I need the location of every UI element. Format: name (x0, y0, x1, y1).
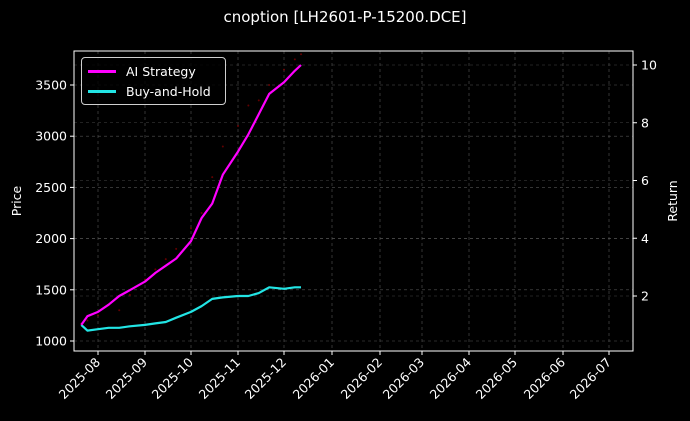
price-point (190, 227, 192, 230)
x-tick-label: 2026-05 (473, 355, 521, 403)
price-point (268, 84, 271, 86)
y-tick-label-right: 10 (641, 58, 657, 73)
x-tick-label: 2026-07 (567, 355, 615, 403)
price-point (247, 104, 250, 107)
legend-item-buy-and-hold: Buy-and-Hold (88, 82, 211, 100)
y-tick-label-left: 1500 (35, 282, 67, 297)
legend-swatch-buy-and-hold (88, 89, 116, 93)
y-axis-label-left: Price (9, 185, 24, 216)
price-point (237, 124, 239, 127)
price-point (154, 268, 157, 271)
price-point (175, 247, 178, 250)
price-point (293, 58, 296, 61)
y-tick-label-left: 2500 (35, 180, 67, 195)
price-point (200, 212, 203, 214)
price-point (164, 258, 167, 261)
x-tick-label: 2026-03 (380, 355, 428, 403)
series-line-buy-and-hold (80, 286, 301, 332)
x-tick-label: 2026-01 (290, 355, 338, 403)
x-tick-label: 2026-06 (521, 354, 569, 402)
price-point (128, 293, 131, 296)
y-tick-label-right: 8 (641, 115, 649, 130)
chart-title: cnoption [LH2601-P-15200.DCE] (223, 8, 467, 26)
price-point (211, 176, 214, 179)
x-tick-label: 2025-12 (242, 355, 290, 403)
price-point (283, 68, 285, 71)
legend-label-buy-and-hold: Buy-and-Hold (126, 83, 211, 99)
y-tick-label-left: 2000 (35, 231, 67, 246)
series-line-ai-strategy (80, 64, 302, 326)
y-tick-label-left: 3500 (35, 78, 67, 93)
y-tick-label-left: 1000 (35, 334, 67, 349)
x-tick-label: 2025-11 (196, 355, 244, 403)
chart-legend: AI Strategy Buy-and-Hold (81, 57, 226, 105)
x-tick-label: 2026-04 (427, 354, 475, 402)
x-tick-label: 2026-02 (338, 355, 386, 403)
x-tick-label: 2025-10 (149, 354, 197, 402)
y-axis-label-right: Return (665, 180, 680, 221)
price-point (97, 314, 99, 317)
y-tick-label-right: 2 (641, 289, 649, 304)
legend-swatch-ai-strategy (88, 69, 116, 73)
price-point (221, 145, 224, 148)
plot-frame (73, 50, 634, 352)
x-tick-label: 2025-09 (103, 354, 151, 402)
legend-item-ai-strategy: AI Strategy (88, 62, 196, 80)
price-point (86, 319, 89, 322)
y-tick-label-right: 4 (641, 231, 649, 246)
x-tick-label: 2025-08 (56, 354, 104, 402)
price-point (118, 309, 121, 312)
price-point (300, 53, 303, 56)
legend-label-ai-strategy: AI Strategy (126, 63, 196, 79)
y-tick-label-right: 6 (641, 173, 649, 188)
price-point (257, 99, 260, 102)
y-tick-label-left: 3000 (35, 129, 67, 144)
